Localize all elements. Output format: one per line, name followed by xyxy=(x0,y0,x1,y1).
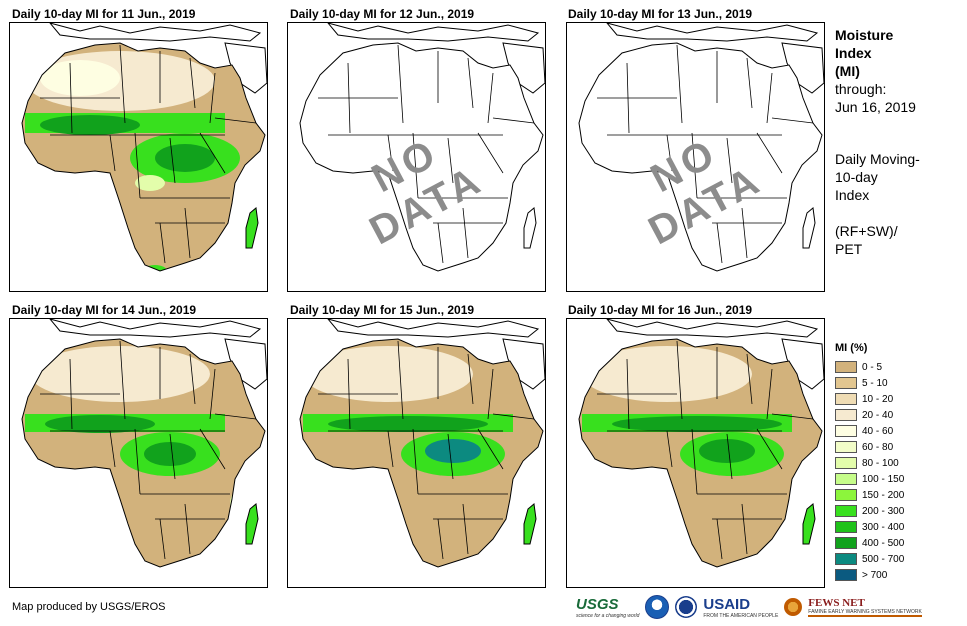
map-panel-5 xyxy=(287,318,546,588)
logo-strip: USGS science for a changing world USAID … xyxy=(576,593,922,621)
legend-label: 40 - 60 xyxy=(862,425,894,437)
legend-item: > 700 xyxy=(835,568,887,582)
panel-title-2: Daily 10-day MI for 12 Jun., 2019 xyxy=(290,7,475,21)
usaid-logo: USAID FROM THE AMERICAN PEOPLE xyxy=(703,596,778,619)
legend-item: 0 - 5 xyxy=(835,360,882,374)
usaid-tagline: FROM THE AMERICAN PEOPLE xyxy=(703,612,779,619)
legend-item: 500 - 700 xyxy=(835,552,904,566)
usgs-logo-text: USGS xyxy=(576,595,619,613)
side-info: Moisture Index (MI) through: Jun 16, 201… xyxy=(835,26,920,258)
legend-item: 10 - 20 xyxy=(835,392,893,406)
legend-label: 400 - 500 xyxy=(862,537,905,549)
index-title-line-1: Moisture xyxy=(835,27,894,43)
usgs-logo: USGS science for a changing world xyxy=(576,596,639,619)
legend-label: 60 - 80 xyxy=(862,441,894,453)
map-panel-3: NO DATA xyxy=(566,22,825,292)
legend-swatch xyxy=(835,409,857,421)
formula-line-2: PET xyxy=(835,241,863,257)
legend-label: 300 - 400 xyxy=(862,521,905,533)
usaid-logo-text: USAID xyxy=(703,595,751,613)
map-africa-5 xyxy=(299,319,545,568)
usaid-seal-icon xyxy=(675,596,698,618)
legend-label: 150 - 200 xyxy=(862,489,905,501)
legend-label: 80 - 100 xyxy=(862,457,899,469)
legend-swatch xyxy=(835,441,857,453)
index-title-line-2: Index xyxy=(835,45,872,61)
panel-title-5: Daily 10-day MI for 15 Jun., 2019 xyxy=(290,303,475,317)
map-panel-4 xyxy=(9,318,268,588)
legend-swatch xyxy=(835,377,857,389)
legend-label: 200 - 300 xyxy=(862,505,905,517)
map-panel-2: NO DATA xyxy=(287,22,546,292)
legend-swatch xyxy=(835,457,857,469)
fews-globe-icon xyxy=(784,598,803,616)
legend-swatch xyxy=(835,505,857,517)
legend-item: 100 - 150 xyxy=(835,472,904,486)
legend-label: 500 - 700 xyxy=(862,553,905,565)
index-desc-line-2: 10-day xyxy=(835,169,878,185)
legend-item: 150 - 200 xyxy=(835,488,904,502)
noaa-logo-icon xyxy=(645,595,670,619)
legend-label: 10 - 20 xyxy=(862,393,894,405)
legend-swatch xyxy=(835,569,857,581)
legend-swatch xyxy=(835,425,857,437)
panel-title-3: Daily 10-day MI for 13 Jun., 2019 xyxy=(568,7,753,21)
index-desc-line-1: Daily Moving- xyxy=(835,151,920,167)
legend-item: 400 - 500 xyxy=(835,536,904,550)
map-africa-4 xyxy=(21,319,267,568)
legend-swatch xyxy=(835,393,857,405)
fews-tagline: FAMINE EARLY WARNING SYSTEMS NETWORK xyxy=(808,609,922,615)
legend-swatch xyxy=(835,489,857,501)
legend-label: 5 - 10 xyxy=(862,377,888,389)
index-title-line-3: (MI) xyxy=(835,63,860,79)
legend-label: 20 - 40 xyxy=(862,409,894,421)
map-africa-6 xyxy=(578,319,824,568)
panel-title-1: Daily 10-day MI for 11 Jun., 2019 xyxy=(12,7,196,21)
legend-swatch xyxy=(835,537,857,549)
legend-swatch xyxy=(835,361,857,373)
legend-label: 0 - 5 xyxy=(862,361,883,373)
legend-item: 20 - 40 xyxy=(835,408,893,422)
legend-label: 100 - 150 xyxy=(862,473,905,485)
usgs-tagline: science for a changing world xyxy=(576,612,640,619)
map-africa-1 xyxy=(21,23,267,272)
fews-net-logo: FEWS NET FAMINE EARLY WARNING SYSTEMS NE… xyxy=(808,597,922,617)
legend-item: 5 - 10 xyxy=(835,376,888,390)
legend-item: 60 - 80 xyxy=(835,440,893,454)
panel-title-4: Daily 10-day MI for 14 Jun., 2019 xyxy=(12,303,197,317)
legend-swatch xyxy=(835,521,857,533)
fews-net-logo-text: FEWS NET xyxy=(808,597,865,609)
legend-item: 300 - 400 xyxy=(835,520,904,534)
panel-title-6: Daily 10-day MI for 16 Jun., 2019 xyxy=(568,303,753,317)
through-date: Jun 16, 2019 xyxy=(835,99,916,115)
legend-title: MI (%) xyxy=(835,342,868,354)
map-panel-6 xyxy=(566,318,825,588)
legend-swatch xyxy=(835,473,857,485)
map-panel-1 xyxy=(9,22,268,292)
legend-item: 200 - 300 xyxy=(835,504,904,518)
index-desc-line-3: Index xyxy=(835,187,870,203)
legend-item: 80 - 100 xyxy=(835,456,899,470)
legend-item: 40 - 60 xyxy=(835,424,893,438)
legend-label: > 700 xyxy=(862,569,888,581)
legend-swatch xyxy=(835,553,857,565)
map-credit: Map produced by USGS/EROS xyxy=(12,601,166,613)
through-label: through: xyxy=(835,81,887,97)
formula-line-1: (RF+SW)/ xyxy=(835,223,898,239)
